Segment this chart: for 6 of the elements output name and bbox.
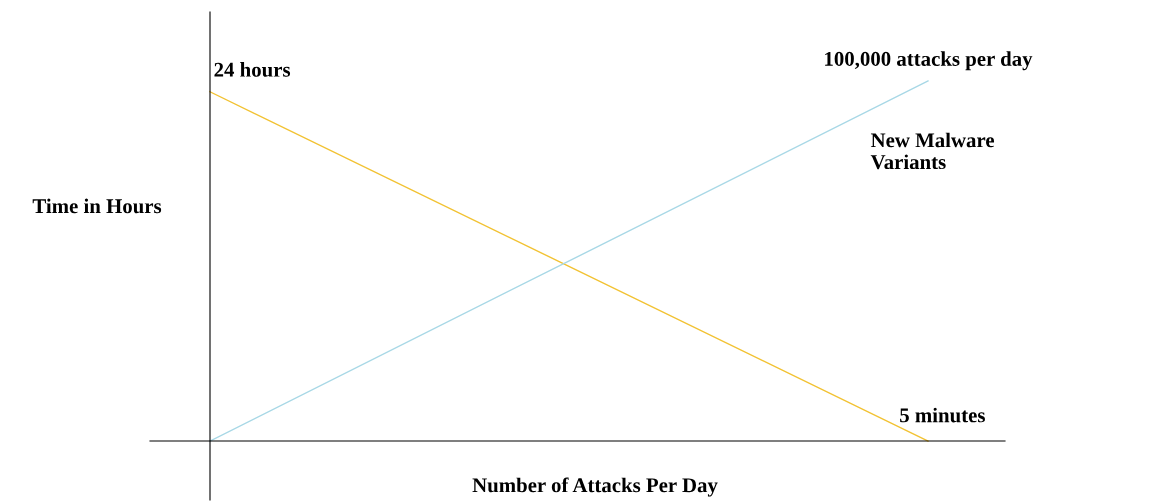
y-axis-title: Time in Hours bbox=[32, 198, 162, 214]
series-label: New Malware Variants bbox=[870, 132, 995, 170]
x-axis-title: Number of Attacks Per Day bbox=[472, 477, 718, 497]
text: 24 hours bbox=[214, 62, 291, 77]
text: 100,000 attacks per day bbox=[825, 51, 1033, 71]
annotation: 5 minutes bbox=[900, 407, 985, 423]
